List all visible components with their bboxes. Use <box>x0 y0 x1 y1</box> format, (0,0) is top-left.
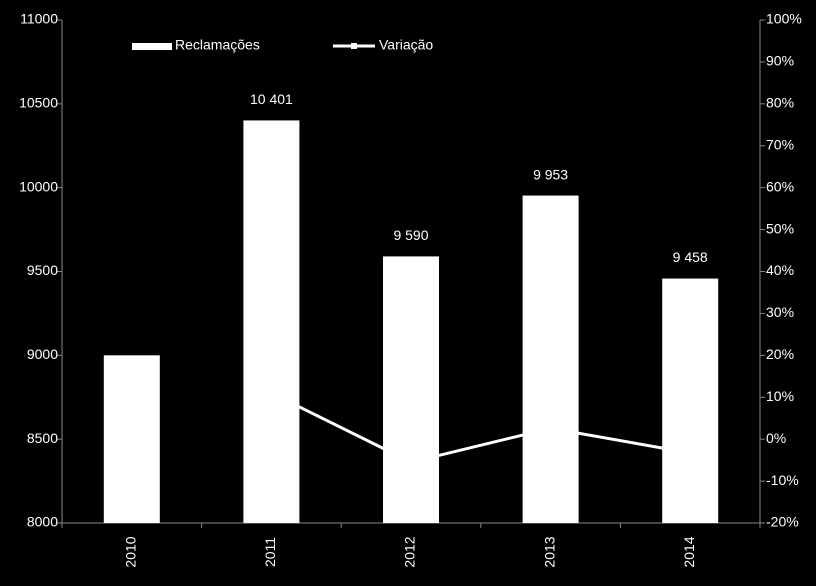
bar <box>103 355 160 523</box>
y2-tick-label: 0% <box>766 430 786 446</box>
y-tick-label: 9500 <box>27 262 58 278</box>
y-tick-label: 9000 <box>27 346 58 362</box>
bar <box>522 195 579 523</box>
data-label: 9 458 <box>673 249 708 265</box>
y2-tick-label: -10% <box>766 472 799 488</box>
y-tick-label: 11000 <box>20 11 58 27</box>
line <box>270 391 691 464</box>
y2-tick-label: 80% <box>766 95 794 111</box>
y2-tick-label: 70% <box>766 136 794 152</box>
y2-tick-label: 60% <box>766 178 794 194</box>
x-tick-label: 2010 <box>123 536 139 567</box>
y-tick-label: 10000 <box>19 178 58 194</box>
x-tick-label: 2011 <box>262 537 278 567</box>
legend-label: Reclamações <box>175 37 260 53</box>
y-tick-label: 8500 <box>27 430 58 446</box>
x-tick-label: 2014 <box>681 536 697 567</box>
data-label: 9 953 <box>533 166 568 182</box>
y2-tick-label: 100% <box>766 11 802 27</box>
bar <box>383 256 439 523</box>
y2-tick-label: 50% <box>766 220 794 236</box>
data-label: 9 590 <box>393 227 428 243</box>
y2-tick-label: -20% <box>766 514 799 530</box>
y2-tick-label: 90% <box>766 53 794 69</box>
y-tick-label: 8000 <box>27 514 58 530</box>
data-label: 10 401 <box>250 91 293 107</box>
bar <box>243 120 300 523</box>
y2-tick-label: 20% <box>766 346 794 362</box>
y2-tick-label: 40% <box>766 262 794 278</box>
legend-label: Variação <box>379 37 433 53</box>
y-tick-label: 10500 <box>19 95 58 111</box>
bar <box>662 278 719 523</box>
x-tick-label: 2012 <box>402 536 418 567</box>
legend-marker <box>351 43 357 49</box>
legend-swatch <box>132 43 172 50</box>
y2-tick-label: 30% <box>766 304 794 320</box>
y2-tick-label: 10% <box>766 388 794 404</box>
x-tick-label: 2013 <box>541 536 557 567</box>
